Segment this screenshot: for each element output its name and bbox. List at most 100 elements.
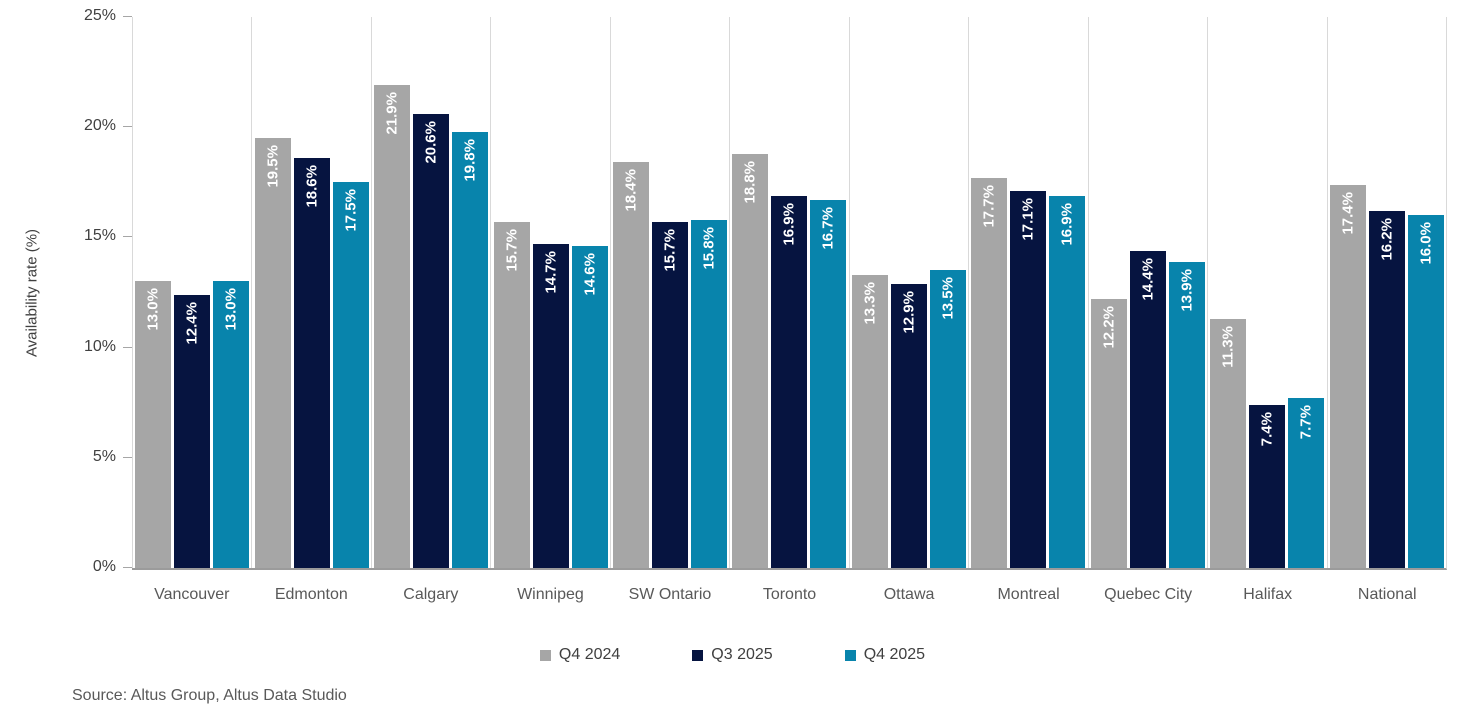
y-tick-label: 10%	[83, 337, 116, 355]
y-tick-mark	[123, 567, 132, 568]
bar-value-label: 14.4%	[1139, 257, 1157, 301]
bar-ottawa-q4-2025: 13.5%	[929, 270, 966, 568]
bar-group-edmonton: 19.5% 18.6% 17.5%	[251, 17, 370, 568]
bar-group-ottawa: 13.3% 12.9% 13.5%	[848, 17, 968, 568]
bar-winnipeg-q3-2025: 14.7%	[532, 244, 569, 568]
bar-group-winnipeg: 15.7% 14.7% 14.6%	[490, 17, 609, 568]
bar-value-label: 12.4%	[183, 301, 201, 345]
x-axis-label-halifax: Halifax	[1243, 586, 1293, 603]
x-axis-label-national: National	[1357, 586, 1417, 603]
bar-quebec-city-q4-2024: 12.2%	[1090, 299, 1127, 568]
x-axis-labels: Vancouver Edmonton Calgary Winnipeg SW Ontar…	[132, 586, 1447, 604]
bar-calgary-q4-2024: 21.9%	[374, 85, 411, 568]
bar-value-label: 19.5%	[264, 145, 282, 188]
legend: Q4 2024 Q3 2025 Q4 2025	[0, 646, 1465, 664]
bar-value-label: 15.7%	[661, 228, 679, 272]
legend-item-q3-2025: Q3 2025	[692, 646, 773, 664]
bar-value-label: 14.6%	[581, 253, 599, 296]
bar-value-label: 14.7%	[542, 251, 560, 294]
bar-value-label: 18.8%	[741, 160, 759, 204]
bar-value-label: 17.1%	[1019, 198, 1037, 241]
bar-value-label: 7.7%	[1297, 405, 1315, 440]
bar-calgary-q3-2025: 20.6%	[413, 113, 450, 568]
bar-winnipeg-q4-2025: 14.6%	[571, 246, 608, 568]
bar-value-label: 15.8%	[700, 226, 718, 270]
legend-label: Q4 2024	[558, 646, 621, 663]
legend-label: Q3 2025	[711, 646, 773, 663]
bar-value-label: 13.5%	[939, 277, 957, 321]
bar-national-q4-2024: 17.4%	[1329, 184, 1366, 568]
bar-value-label: 16.0%	[1417, 222, 1435, 265]
bar-vancouver-q3-2025: 12.4%	[174, 294, 211, 568]
y-tick-label: 20%	[83, 117, 116, 135]
bar-toronto-q3-2025: 16.9%	[771, 195, 808, 568]
bar-sw-ontario-q4-2025: 15.8%	[691, 219, 728, 568]
x-axis-label-vancouver: Vancouver	[154, 586, 230, 603]
bar-edmonton-q4-2024: 19.5%	[254, 138, 291, 568]
x-axis-label-edmonton: Edmonton	[274, 586, 348, 603]
bar-group-montreal: 17.7% 17.1% 16.9%	[968, 17, 1087, 568]
x-axis-label-montreal: Montreal	[997, 586, 1060, 603]
bar-value-label: 19.8%	[461, 138, 479, 182]
bar-value-label: 18.4%	[622, 169, 640, 213]
bar-national-q4-2025: 16.0%	[1407, 215, 1444, 568]
bar-montreal-q4-2024: 17.7%	[971, 177, 1008, 568]
x-axis-label-sw-ontario: SW Ontario	[628, 586, 712, 603]
bar-groups: 13.0% 12.4% 13.0% 19.5% 18.6% 17.5% 21.9% 20.6%…	[132, 17, 1446, 568]
y-tick-mark	[123, 346, 132, 348]
bar-calgary-q4-2025: 19.8%	[452, 131, 489, 568]
bar-group-halifax: 11.3% 7.4% 7.7%	[1207, 17, 1326, 568]
bar-group-vancouver: 13.0% 12.4% 13.0%	[132, 17, 251, 568]
bar-edmonton-q3-2025: 18.6%	[293, 158, 330, 568]
y-tick-mark	[123, 16, 132, 17]
bar-value-label: 13.9%	[1178, 268, 1196, 312]
bar-value-label: 16.7%	[819, 206, 837, 250]
bar-toronto-q4-2024: 18.8%	[732, 153, 769, 568]
bar-value-label: 17.4%	[1339, 191, 1357, 235]
y-tick-mark	[123, 126, 132, 128]
bar-montreal-q4-2025: 16.9%	[1049, 195, 1086, 568]
bar-winnipeg-q4-2024: 15.7%	[493, 221, 530, 568]
bar-value-label: 12.9%	[900, 290, 918, 334]
y-tick-mark	[123, 236, 132, 238]
plot-area: 0% 5% 10% 15% 20% 25% 13.0% 12.4% 13.0% 19.5% 18.…	[84, 7, 1447, 575]
x-axis-label-ottawa: Ottawa	[883, 586, 935, 603]
bar-halifax-q4-2024: 11.3%	[1210, 318, 1247, 568]
bar-national-q3-2025: 16.2%	[1368, 210, 1405, 568]
bar-group-toronto: 18.8% 16.9% 16.7%	[729, 17, 848, 568]
bar-group-national: 17.4% 16.2% 16.0%	[1326, 17, 1446, 568]
y-axis-title: Availability rate (%)	[23, 228, 41, 358]
y-axis: 0% 5% 10% 15% 20% 25%	[84, 7, 1446, 575]
bar-toronto-q4-2025: 16.7%	[810, 199, 847, 568]
bar-value-label: 21.9%	[383, 92, 401, 135]
bar-quebec-city-q3-2025: 14.4%	[1129, 250, 1166, 568]
bar-group-quebec-city: 12.2% 14.4% 13.9%	[1087, 17, 1207, 568]
bar-sw-ontario-q3-2025: 15.7%	[652, 221, 689, 568]
x-axis-label-quebec-city: Quebec City	[1104, 586, 1193, 603]
bar-value-label: 15.7%	[503, 228, 521, 272]
source-note: Source: Altus Group, Altus Data Studio	[72, 687, 347, 704]
legend-swatch	[539, 649, 551, 661]
bar-value-label: 16.9%	[780, 202, 798, 246]
bar-value-label: 13.3%	[861, 281, 879, 325]
bar-value-label: 20.6%	[422, 120, 440, 164]
bar-value-label: 17.7%	[980, 184, 998, 228]
bar-value-label: 16.2%	[1378, 217, 1396, 261]
bar-value-label: 16.9%	[1058, 202, 1076, 246]
bar-vancouver-q4-2024: 13.0%	[135, 281, 172, 568]
legend-item-q4-2024: Q4 2024	[539, 646, 621, 664]
y-tick-label: 0%	[92, 558, 116, 575]
y-tick-mark	[123, 456, 132, 458]
bar-quebec-city-q4-2025: 13.9%	[1168, 261, 1205, 568]
bar-sw-ontario-q4-2024: 18.4%	[613, 162, 650, 568]
bar-group-sw-ontario: 18.4% 15.7% 15.8%	[609, 17, 729, 568]
bar-edmonton-q4-2025: 17.5%	[332, 182, 369, 568]
legend-label: Q4 2025	[863, 646, 926, 663]
y-tick-label: 25%	[83, 7, 116, 24]
x-axis-label-toronto: Toronto	[762, 586, 817, 603]
bar-montreal-q3-2025: 17.1%	[1010, 191, 1047, 568]
bar-value-label: 18.6%	[303, 165, 321, 208]
bar-group-calgary: 21.9% 20.6% 19.8%	[370, 17, 490, 568]
bar-value-label: 13.0%	[222, 288, 240, 332]
